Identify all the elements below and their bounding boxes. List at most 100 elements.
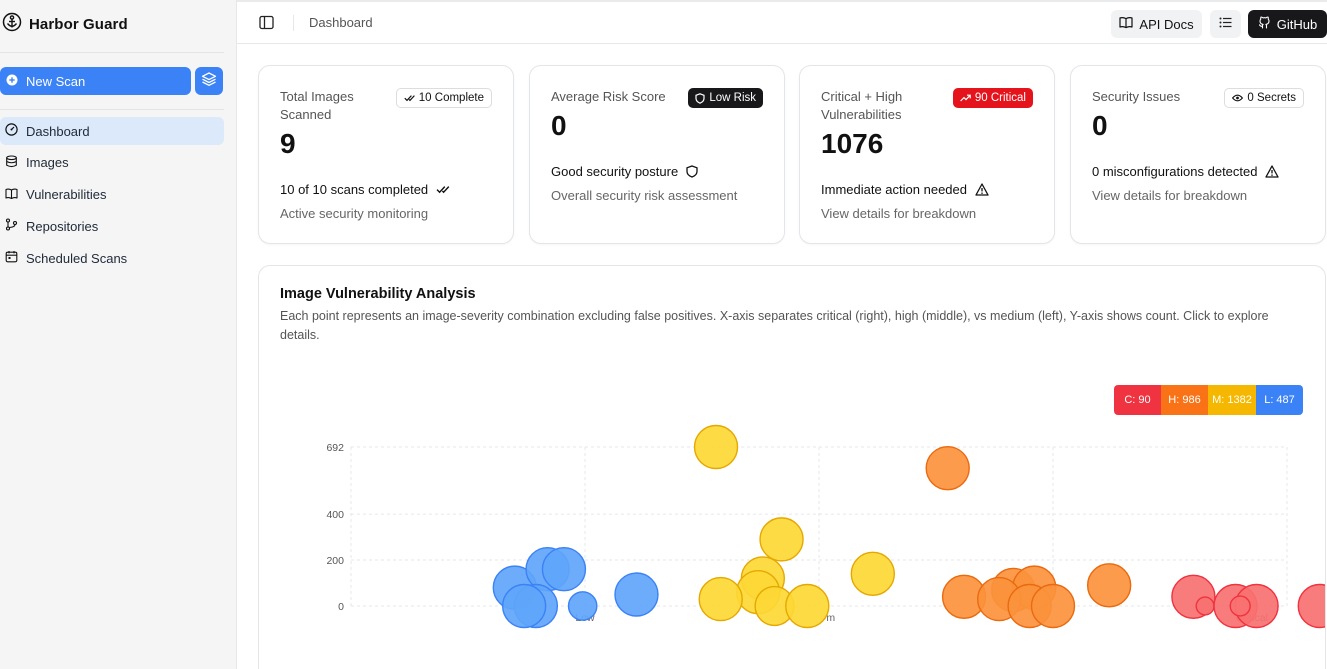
github-label: GitHub bbox=[1276, 16, 1318, 32]
card-status-line: 0 misconfigurations detected bbox=[1092, 164, 1280, 179]
layers-button[interactable] bbox=[195, 67, 223, 95]
sidebar-item-label: Images bbox=[26, 155, 69, 171]
medium-severity-point[interactable] bbox=[785, 583, 830, 629]
book-icon bbox=[5, 187, 18, 203]
anchor-icon bbox=[2, 12, 22, 37]
sidebar-item-label: Vulnerabilities bbox=[26, 187, 107, 203]
stat-card-security[interactable]: Security Issues 0 Secrets 0 0 misconfigu… bbox=[1070, 65, 1326, 244]
card-status-line: Immediate action needed bbox=[821, 182, 989, 197]
sidebar-item-repositories[interactable]: Repositories bbox=[0, 212, 224, 240]
warning-icon bbox=[1265, 165, 1280, 178]
severity-legend: C: 90 H: 986 M: 1382 L: 487 bbox=[1114, 385, 1303, 415]
sidebar-item-label: Repositories bbox=[26, 218, 99, 234]
badge-text: 10 Complete bbox=[418, 92, 484, 104]
y-tick-label: 400 bbox=[326, 509, 344, 521]
status-badge: 90 Critical bbox=[952, 88, 1033, 108]
stat-card-risk[interactable]: Average Risk Score Low Risk 0 Good secur… bbox=[529, 65, 785, 244]
api-docs-button[interactable]: API Docs bbox=[1111, 10, 1202, 38]
low-severity-point[interactable] bbox=[614, 572, 659, 617]
badge-text: Low Risk bbox=[709, 92, 756, 104]
card-value: 9 bbox=[280, 128, 296, 159]
critical-severity-point[interactable] bbox=[1297, 583, 1325, 629]
divider bbox=[0, 109, 224, 110]
list-icon bbox=[1219, 15, 1232, 33]
y-tick-label: 200 bbox=[326, 555, 344, 567]
dashboard-icon bbox=[5, 123, 18, 139]
status-badge: Low Risk bbox=[688, 88, 763, 108]
critical-severity-point[interactable] bbox=[1195, 596, 1215, 616]
trending-up-icon bbox=[960, 94, 971, 102]
card-value: 1076 bbox=[821, 128, 884, 159]
git-icon bbox=[5, 218, 18, 234]
card-status-line: 10 of 10 scans completed bbox=[280, 182, 450, 197]
medium-severity-point[interactable] bbox=[698, 576, 743, 622]
legend-chip[interactable]: H: 986 bbox=[1161, 385, 1208, 415]
topbar: Dashboard API Docs GitHub bbox=[237, 0, 1327, 44]
critical-severity-point[interactable] bbox=[1229, 595, 1251, 617]
sidebar-item-vulnerabilities[interactable]: Vulnerabilities bbox=[0, 181, 224, 209]
card-label: Average Risk Score bbox=[551, 89, 666, 104]
sidebar-toggle-icon[interactable] bbox=[259, 15, 274, 35]
shield-icon bbox=[686, 165, 698, 178]
sidebar-nav: Dashboard Images Vulnerabilities Reposit… bbox=[0, 117, 224, 276]
scatter-chart[interactable]: 0200400692LowmCritical bbox=[259, 266, 1325, 669]
card-label: Total Images Scanned bbox=[280, 89, 354, 122]
low-severity-point[interactable] bbox=[501, 583, 547, 629]
low-severity-point[interactable] bbox=[567, 591, 598, 621]
status-badge: 0 Secrets bbox=[1224, 88, 1304, 108]
medium-severity-point[interactable] bbox=[850, 551, 896, 597]
card-status-line: Good security posture bbox=[551, 164, 698, 179]
stat-card-critical-high[interactable]: Critical + High Vulnerabilities 90 Criti… bbox=[799, 65, 1055, 244]
warning-icon bbox=[975, 183, 989, 196]
sidebar-item-label: Scheduled Scans bbox=[26, 250, 128, 266]
legend-chip[interactable]: L: 487 bbox=[1256, 385, 1303, 415]
plus-circle-icon bbox=[6, 74, 18, 89]
brand[interactable]: Harbor Guard bbox=[2, 12, 128, 37]
github-icon bbox=[1258, 16, 1271, 32]
vulnerability-analysis-panel: Image Vulnerability Analysis Each point … bbox=[258, 265, 1326, 669]
medium-severity-point[interactable] bbox=[693, 424, 739, 470]
new-scan-button[interactable]: New Scan bbox=[0, 67, 191, 95]
y-tick-label: 0 bbox=[338, 601, 344, 613]
high-severity-point[interactable] bbox=[1086, 563, 1132, 608]
x-tick-label: m bbox=[826, 612, 835, 624]
card-value: 0 bbox=[551, 110, 567, 141]
eye-icon bbox=[1232, 94, 1244, 102]
stat-card-images[interactable]: Total Images Scanned 10 Complete 9 10 of… bbox=[258, 65, 514, 244]
card-label: Critical + High Vulnerabilities bbox=[821, 89, 903, 122]
legend-chip[interactable]: C: 90 bbox=[1114, 385, 1161, 415]
low-severity-point[interactable] bbox=[541, 547, 587, 592]
list-view-button[interactable] bbox=[1210, 10, 1241, 38]
breadcrumb[interactable]: Dashboard bbox=[309, 15, 373, 30]
y-tick-label: 692 bbox=[326, 442, 344, 454]
github-button[interactable]: GitHub bbox=[1248, 10, 1327, 38]
sidebar: Harbor Guard New Scan Dashboard Images V… bbox=[0, 0, 237, 669]
panel-title: Image Vulnerability Analysis bbox=[280, 286, 476, 302]
book-open-icon bbox=[1119, 16, 1134, 32]
sidebar-item-scheduled-scans[interactable]: Scheduled Scans bbox=[0, 244, 224, 272]
layers-icon bbox=[201, 71, 217, 92]
sidebar-item-label: Dashboard bbox=[26, 123, 90, 139]
panel-description: Each point represents an image-severity … bbox=[280, 309, 1269, 342]
card-caption: Overall security risk assessment bbox=[551, 188, 738, 203]
card-label: Security Issues bbox=[1092, 89, 1181, 104]
card-status-text: Immediate action needed bbox=[821, 182, 967, 197]
card-caption: View details for breakdown bbox=[821, 206, 977, 221]
double-check-icon bbox=[404, 95, 415, 102]
card-caption: Active security monitoring bbox=[280, 206, 429, 221]
high-severity-point[interactable] bbox=[1030, 583, 1076, 629]
card-value: 0 bbox=[1092, 110, 1108, 141]
sidebar-item-dashboard[interactable]: Dashboard bbox=[0, 117, 224, 145]
api-docs-label: API Docs bbox=[1139, 16, 1194, 32]
legend-chip[interactable]: M: 1382 bbox=[1208, 385, 1256, 415]
status-badge: 10 Complete bbox=[395, 88, 492, 108]
new-scan-label: New Scan bbox=[26, 73, 86, 89]
divider bbox=[293, 15, 294, 31]
medium-severity-point[interactable] bbox=[759, 517, 804, 562]
high-severity-point[interactable] bbox=[925, 445, 970, 491]
double-check-icon bbox=[436, 186, 450, 194]
card-caption: View details for breakdown bbox=[1092, 188, 1248, 203]
card-status-text: 10 of 10 scans completed bbox=[280, 182, 429, 197]
calendar-icon bbox=[5, 250, 18, 266]
sidebar-item-images[interactable]: Images bbox=[0, 149, 224, 177]
